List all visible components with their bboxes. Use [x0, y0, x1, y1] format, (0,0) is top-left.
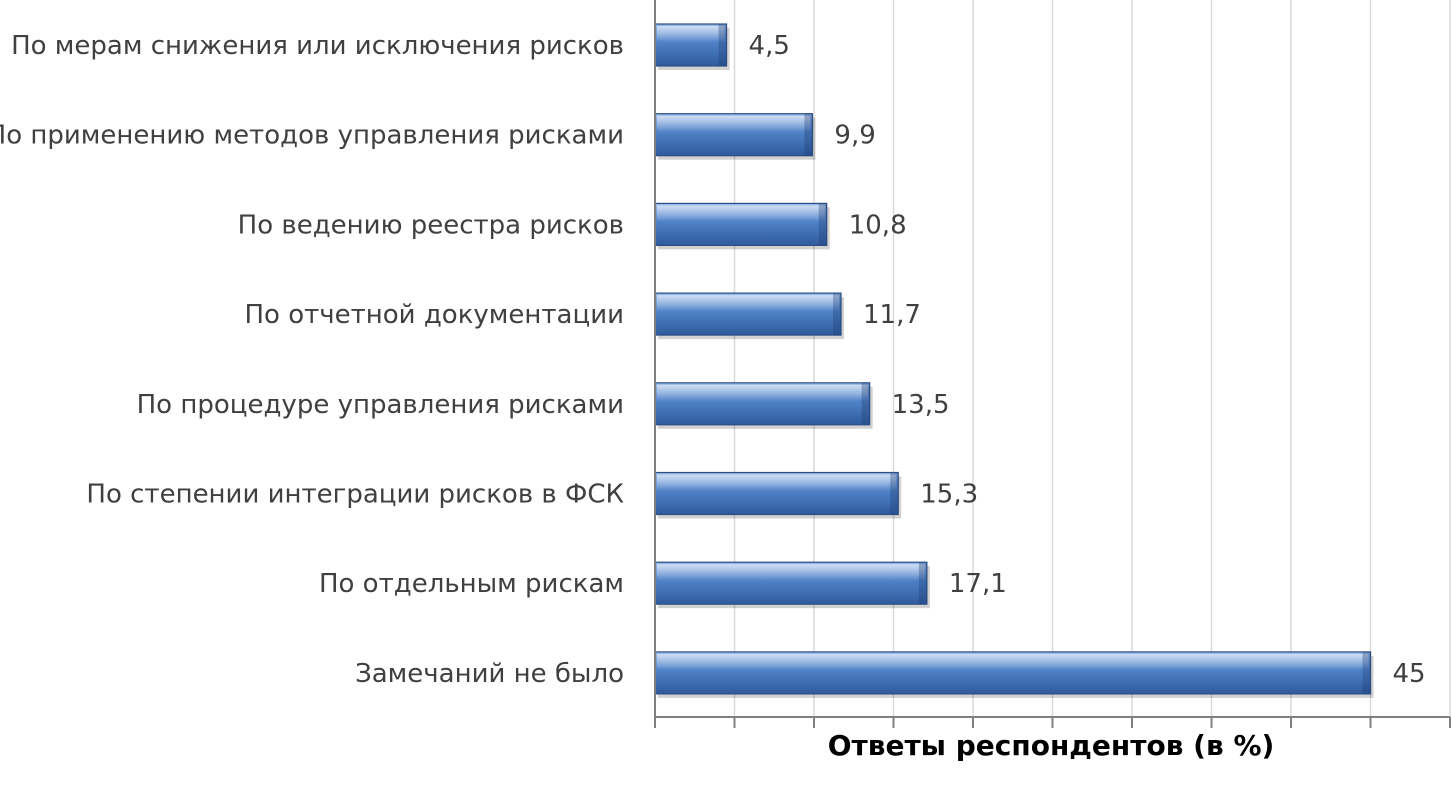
category-label: По мерам снижения или исключения рисков [11, 31, 624, 61]
bar-highlight [657, 26, 725, 42]
bar [654, 23, 730, 70]
bar [654, 382, 873, 429]
category-label: По степении интеграции рисков в ФСК [86, 480, 624, 510]
value-label: 11,7 [863, 300, 921, 330]
bar-highlight [657, 564, 925, 581]
category-labels: По мерам снижения или исключения рисков П… [0, 31, 624, 689]
category-label: По отдельным рискам [319, 569, 624, 599]
bar-edge [890, 472, 899, 515]
value-label: 9,9 [834, 121, 875, 151]
category-label: По процедуре управления рисками [137, 390, 624, 420]
bar-edge [804, 113, 813, 156]
bar-highlight [657, 653, 1369, 670]
category-label: По ведению реестра рисков [238, 210, 624, 240]
category-label: По отчетной документации [244, 300, 624, 330]
bar-edge [718, 24, 727, 66]
bar-highlight [657, 115, 811, 132]
bar-edge [918, 562, 927, 605]
value-label: 15,3 [920, 480, 978, 510]
bar-highlight [657, 474, 897, 491]
bar [654, 113, 816, 160]
bar [654, 471, 902, 519]
bar [654, 651, 1374, 698]
value-label: 45 [1393, 659, 1426, 689]
bar-highlight [657, 205, 825, 222]
bar [654, 292, 845, 340]
bar-edge [861, 382, 870, 425]
value-label: 13,5 [892, 390, 950, 420]
value-label: 4,5 [749, 31, 790, 61]
bars [654, 23, 1374, 698]
bar [654, 561, 930, 609]
value-labels: 4,5 9,9 10,8 11,7 13,5 15,3 17,1 45 [749, 31, 1426, 689]
bar-highlight [657, 295, 840, 312]
x-axis [654, 0, 1451, 728]
value-label: 17,1 [949, 569, 1007, 599]
category-label: Замечаний не было [355, 659, 624, 689]
category-label: По применению методов управления рисками [0, 121, 624, 151]
value-label: 10,8 [849, 210, 907, 240]
gridlines [733, 0, 1451, 717]
bar-edge [833, 293, 842, 336]
bar-highlight [657, 384, 868, 401]
bar-edge [818, 203, 827, 246]
x-axis-title: Ответы респондентов (в %) [828, 729, 1275, 762]
bar-edge [1362, 651, 1371, 694]
bar [654, 202, 830, 250]
